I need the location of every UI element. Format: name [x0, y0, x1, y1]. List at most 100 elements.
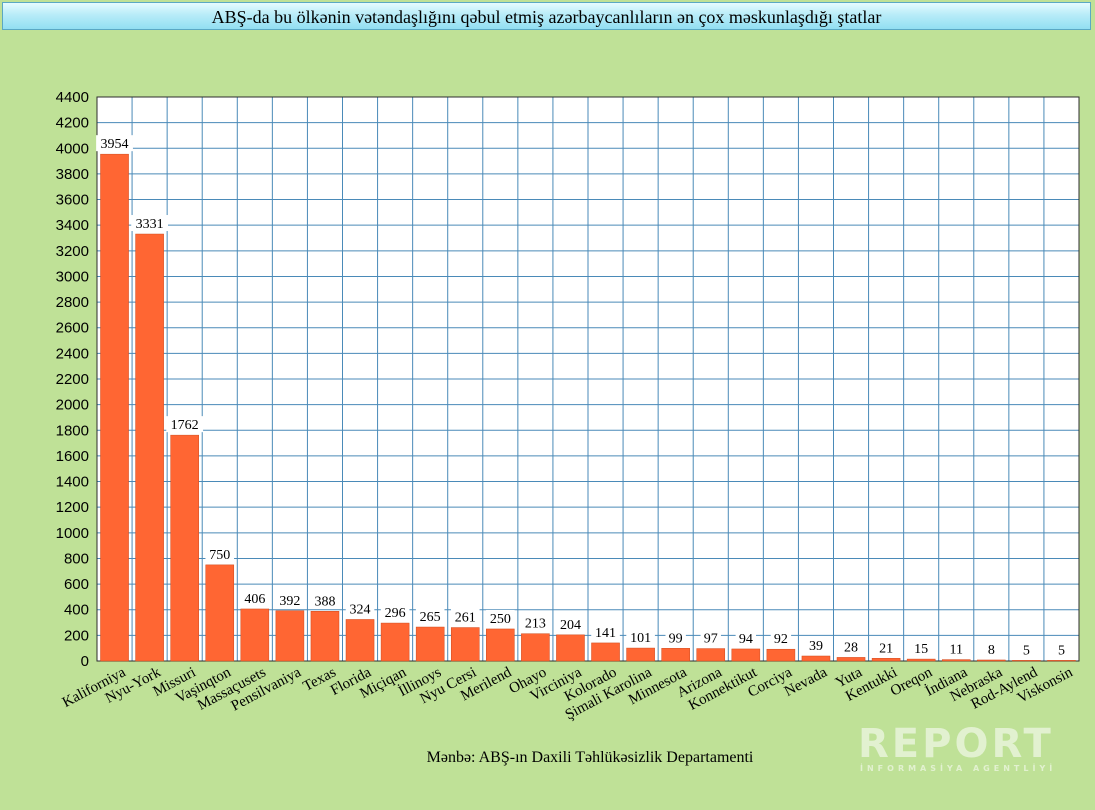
data-label-background	[700, 629, 721, 646]
data-label: 3954	[101, 137, 129, 152]
data-label-background	[345, 600, 375, 617]
bar	[240, 608, 270, 662]
bar	[100, 153, 129, 662]
data-label: 94	[739, 632, 753, 647]
data-label-background	[96, 135, 133, 152]
data-label: 8	[988, 643, 995, 658]
y-tick-label: 0	[81, 653, 89, 670]
data-label-background	[1020, 641, 1033, 658]
data-label-background	[910, 640, 932, 657]
data-label-background	[205, 545, 235, 562]
data-label-background	[805, 637, 827, 654]
data-label: 3331	[136, 217, 164, 232]
bar	[801, 655, 831, 662]
data-label-background	[840, 638, 862, 655]
data-label: 204	[560, 618, 581, 633]
data-label: 296	[385, 606, 406, 621]
y-tick-label: 1000	[56, 525, 89, 542]
data-label-background	[450, 608, 480, 625]
y-tick-label: 2800	[56, 294, 89, 311]
bar	[1012, 660, 1041, 662]
bar	[977, 659, 1006, 662]
y-tick-label: 4000	[56, 140, 89, 157]
data-label: 15	[914, 642, 928, 657]
bar	[836, 657, 866, 662]
bar	[135, 233, 164, 662]
bar	[626, 647, 655, 662]
bar	[731, 648, 761, 662]
data-label-background	[486, 609, 515, 626]
bar	[556, 634, 585, 662]
data-label-background	[985, 640, 998, 657]
bar	[205, 564, 235, 662]
data-label-background	[310, 592, 340, 609]
bar	[486, 628, 515, 662]
bar	[1047, 660, 1076, 662]
data-label: 392	[279, 594, 300, 609]
y-tick-label: 600	[64, 576, 89, 593]
y-tick-label: 2200	[56, 371, 89, 388]
data-label-background	[166, 416, 204, 433]
plot-border	[96, 96, 1080, 662]
data-label-background	[770, 630, 792, 647]
y-tick-label: 200	[64, 627, 89, 644]
bar	[871, 658, 901, 662]
bar	[345, 619, 375, 662]
data-label-background	[1055, 641, 1068, 658]
bar	[310, 611, 340, 662]
data-label-background	[415, 608, 445, 625]
data-label-background	[665, 629, 686, 646]
bar	[696, 648, 726, 662]
bar	[906, 658, 936, 662]
y-tick-label: 2600	[56, 320, 89, 337]
data-label: 11	[950, 643, 963, 658]
y-tick-label: 2000	[56, 397, 89, 414]
data-label-background	[380, 604, 410, 621]
data-label-background	[735, 629, 757, 646]
data-label: 406	[244, 592, 265, 607]
y-tick-label: 3200	[56, 243, 89, 260]
y-tick-label: 1800	[56, 422, 89, 439]
data-label: 39	[809, 639, 823, 654]
y-tick-label: 3600	[56, 192, 89, 209]
data-label: 141	[595, 626, 616, 641]
data-label: 324	[350, 602, 371, 617]
chart-title: ABŞ-da bu ölkənin vətəndaşlığını qəbul e…	[2, 2, 1091, 30]
data-label: 28	[844, 640, 858, 655]
y-tick-label: 3000	[56, 268, 89, 285]
y-tick-label: 1600	[56, 448, 89, 465]
data-label: 21	[879, 641, 893, 656]
bar	[415, 626, 445, 662]
data-label-background	[626, 629, 655, 646]
data-label: 213	[525, 617, 546, 632]
bar	[766, 648, 796, 662]
data-label: 5	[1058, 643, 1065, 658]
y-tick-label: 2400	[56, 345, 89, 362]
y-tick-label: 800	[64, 550, 89, 567]
watermark-tagline: İNFORMASİYA AGENTLİYİ	[860, 764, 1057, 773]
bar	[521, 633, 550, 662]
data-label: 265	[420, 610, 441, 625]
data-label: 99	[669, 631, 683, 646]
data-label: 101	[630, 631, 651, 646]
bar	[380, 622, 410, 662]
y-tick-label: 400	[64, 602, 89, 619]
y-tick-label: 1400	[56, 474, 89, 491]
data-label-background	[275, 591, 305, 608]
y-tick-label: 1200	[56, 499, 89, 516]
bar	[275, 610, 305, 662]
bar	[450, 627, 480, 662]
data-label: 1762	[171, 418, 199, 433]
y-tick-label: 3800	[56, 166, 89, 183]
data-label-background	[240, 589, 270, 606]
bar	[170, 434, 199, 662]
y-tick-label: 4200	[56, 115, 89, 132]
y-tick-label: 4400	[56, 89, 89, 106]
data-label-background	[521, 614, 550, 631]
data-label-background	[591, 623, 620, 640]
data-label: 5	[1023, 643, 1030, 658]
bar	[591, 642, 620, 662]
watermark-brand: REPORT	[858, 721, 1054, 767]
